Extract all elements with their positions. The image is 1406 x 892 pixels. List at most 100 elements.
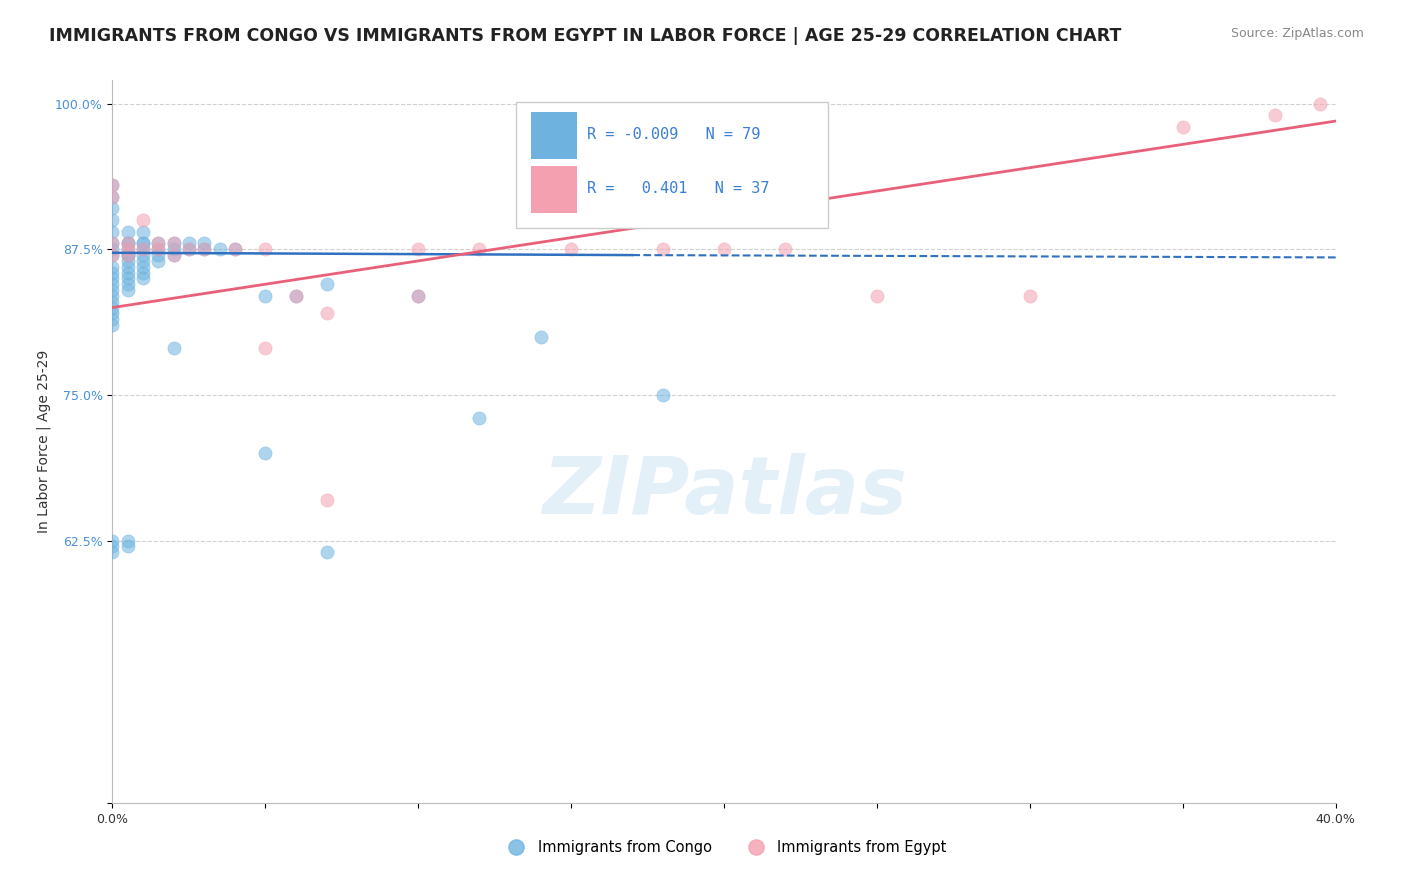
Point (315, 545, 337, 559)
Point (1171, 120, 1194, 134)
Bar (531, 112, 578, 159)
Point (713, 242, 735, 256)
Point (117, 277, 139, 292)
Point (117, 271, 139, 285)
Point (177, 236, 200, 251)
Point (132, 248, 155, 262)
Point (132, 236, 155, 251)
Point (408, 289, 430, 303)
Point (101, 242, 124, 256)
Point (101, 236, 124, 251)
Point (177, 242, 200, 256)
Point (117, 242, 139, 256)
Point (193, 242, 215, 256)
Point (408, 289, 430, 303)
Point (163, 236, 186, 251)
Point (101, 213, 124, 227)
Point (117, 533, 139, 548)
Point (163, 236, 186, 251)
Point (163, 242, 186, 256)
Point (132, 260, 155, 274)
Point (117, 260, 139, 274)
Point (148, 248, 170, 262)
Point (101, 190, 124, 204)
Point (560, 213, 582, 227)
Point (163, 248, 186, 262)
Point (254, 242, 277, 256)
Text: IMMIGRANTS FROM CONGO VS IMMIGRANTS FROM EGYPT IN LABOR FORCE | AGE 25-29 CORREL: IMMIGRANTS FROM CONGO VS IMMIGRANTS FROM… (49, 27, 1122, 45)
Point (530, 329, 553, 343)
Point (208, 242, 231, 256)
Point (315, 277, 337, 292)
Point (254, 289, 277, 303)
Point (132, 242, 155, 256)
Text: ZIPatlas: ZIPatlas (541, 453, 907, 531)
Point (148, 236, 170, 251)
Point (193, 236, 215, 251)
Point (117, 266, 139, 280)
Point (284, 289, 308, 303)
Point (117, 236, 139, 251)
Point (101, 248, 124, 262)
Point (866, 289, 889, 303)
Point (163, 248, 186, 262)
Point (117, 248, 139, 262)
Point (117, 236, 139, 251)
Point (1018, 289, 1040, 303)
Point (254, 446, 277, 460)
Point (117, 248, 139, 262)
FancyBboxPatch shape (516, 102, 828, 228)
Point (775, 242, 797, 256)
Bar (531, 166, 578, 213)
Point (117, 283, 139, 297)
Point (101, 266, 124, 280)
Point (101, 271, 124, 285)
Point (132, 266, 155, 280)
Text: R = -0.009   N = 79: R = -0.009 N = 79 (588, 127, 761, 142)
Point (560, 202, 582, 216)
Point (177, 242, 200, 256)
Point (468, 411, 491, 425)
Point (224, 242, 246, 256)
Point (101, 318, 124, 332)
Point (132, 236, 155, 251)
Point (117, 225, 139, 239)
Point (117, 242, 139, 256)
Point (315, 492, 337, 507)
Point (254, 341, 277, 355)
Point (1309, 96, 1331, 111)
Point (101, 306, 124, 320)
Point (101, 533, 124, 548)
Point (101, 178, 124, 193)
Point (148, 254, 170, 268)
Point (468, 242, 491, 256)
Point (132, 271, 155, 285)
Point (101, 178, 124, 193)
Point (148, 236, 170, 251)
Point (101, 301, 124, 315)
Point (652, 388, 675, 402)
Point (132, 225, 155, 239)
Point (101, 289, 124, 303)
Point (132, 242, 155, 256)
Point (101, 202, 124, 216)
Point (101, 277, 124, 292)
Legend: Immigrants from Congo, Immigrants from Egypt: Immigrants from Congo, Immigrants from E… (495, 834, 953, 861)
Point (101, 545, 124, 559)
Point (117, 236, 139, 251)
Point (284, 289, 308, 303)
Point (193, 242, 215, 256)
Point (408, 242, 430, 256)
Point (117, 248, 139, 262)
Point (315, 306, 337, 320)
Point (101, 540, 124, 554)
Point (148, 242, 170, 256)
Point (101, 312, 124, 326)
Point (101, 236, 124, 251)
Point (560, 242, 582, 256)
Point (163, 341, 186, 355)
Point (101, 260, 124, 274)
Point (224, 242, 246, 256)
Point (117, 254, 139, 268)
Point (117, 540, 139, 554)
